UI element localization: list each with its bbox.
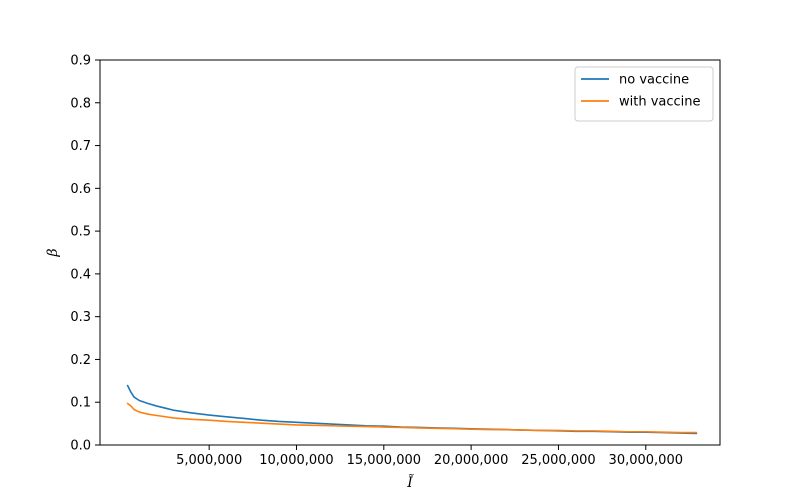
plot-area [99,59,721,446]
x-axis: 5,000,000 10,000,000 15,000,000 20,000,000 2… [176,445,683,468]
legend-box [574,66,714,122]
legend-label: with vaccine [619,95,701,110]
legend: no vaccine with vaccine [574,66,714,122]
y-tick-label: 0.7 [70,139,91,154]
x-tick-label: 5,000,000 [176,453,242,468]
y-tick-label: 0.1 [70,396,91,411]
x-tick-label: 10,000,000 [259,453,333,468]
y-tick-label: 0.6 [70,182,91,197]
y-tick-label: 0.8 [70,96,91,111]
y-axis-label: β [45,248,61,257]
y-axis: 0.0 0.1 0.2 0.3 0.4 0.5 0.6 0.7 0.8 0.9 [70,54,100,454]
x-axis-label: Ĩ [406,473,414,491]
y-tick-label: 0.5 [70,225,91,240]
plot-frame [99,59,721,446]
x-tick-label: 20,000,000 [434,453,508,468]
x-tick-label: 25,000,000 [521,453,595,468]
legend-label: no vaccine [619,73,689,88]
series-line-with-vaccine [126,402,698,434]
y-tick-label: 0.9 [70,54,91,69]
y-tick-label: 0.2 [70,353,91,368]
y-tick-label: 0.3 [70,310,91,325]
y-tick-label: 0.0 [70,439,91,454]
x-tick-label: 30,000,000 [609,453,683,468]
x-tick-label: 15,000,000 [347,453,421,468]
y-tick-label: 0.4 [70,267,91,282]
series-layer [126,384,698,435]
